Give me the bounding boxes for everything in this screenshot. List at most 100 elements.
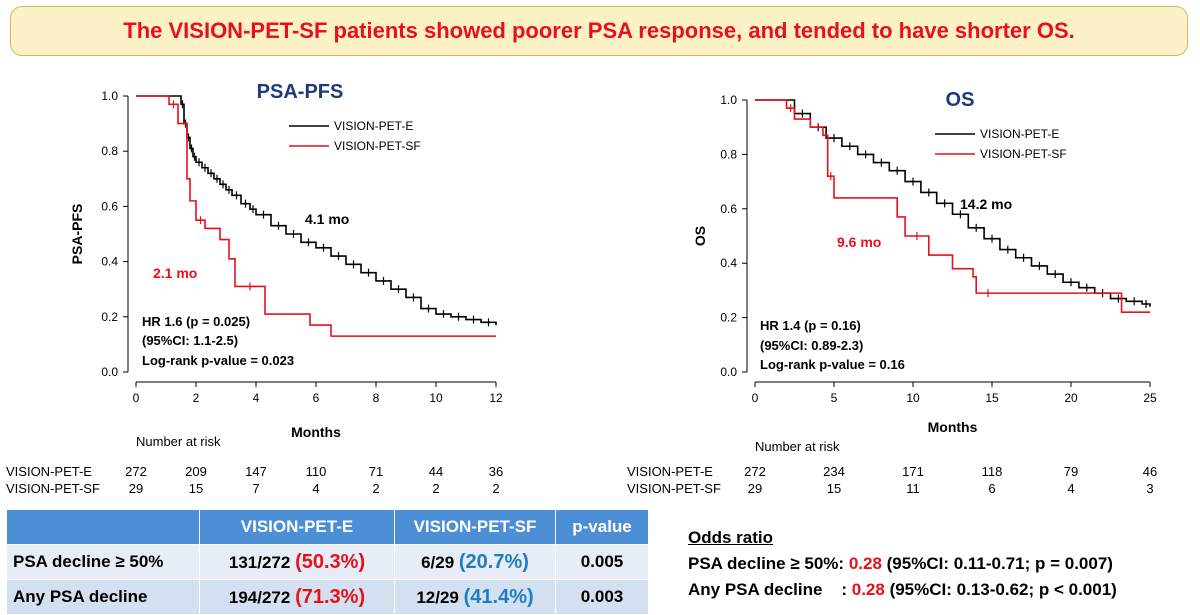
x-tick-label: 12 xyxy=(489,391,503,405)
risk-row-name: VISION-PET-E xyxy=(627,464,713,479)
median-label-sf: 2.1 mo xyxy=(153,265,197,281)
risk-value: 4 xyxy=(1067,481,1075,496)
series-line-e xyxy=(755,99,1151,307)
risk-row-name: VISION-PET-SF xyxy=(6,481,100,496)
risk-value: 2 xyxy=(372,481,380,496)
risk-value: 29 xyxy=(747,481,763,496)
e-cell: 131/272 (50.3%) xyxy=(199,544,395,580)
x-tick-label: 5 xyxy=(831,391,838,405)
y-axis-label: PSA-PFS xyxy=(69,204,85,265)
x-tick-label: 20 xyxy=(1064,391,1078,405)
y-axis-label: OS xyxy=(692,226,708,246)
risk-value: 2 xyxy=(432,481,440,496)
table-header-p: p-value xyxy=(555,509,649,545)
legend-entry: VISION-PET-E xyxy=(980,127,1059,141)
x-tick-label: 10 xyxy=(429,391,443,405)
risk-value: 171 xyxy=(902,464,924,479)
series-line-sf xyxy=(136,95,496,337)
e-cell: 194/272 (71.3%) xyxy=(199,579,395,615)
odds-value: 0.28 xyxy=(848,554,882,573)
risk-value: 147 xyxy=(245,464,267,479)
y-tick-label: 0.8 xyxy=(101,144,118,158)
p-cell: 0.003 xyxy=(555,579,649,615)
odds-ci: (95%CI: 0.13-0.62; p < 0.001) xyxy=(884,580,1117,599)
ci-label: (95%CI: 1.1-2.5) xyxy=(142,333,238,348)
odds-ci: (95%CI: 0.11-0.71; p = 0.007) xyxy=(881,554,1113,573)
median-label-e: 14.2 mo xyxy=(960,196,1012,212)
x-axis-label: Months xyxy=(291,424,341,440)
risk-value: 118 xyxy=(981,464,1003,479)
x-tick-label: 2 xyxy=(193,391,200,405)
x-tick-label: 6 xyxy=(313,391,320,405)
y-tick-label: 0.4 xyxy=(101,255,118,269)
x-axis-label: Months xyxy=(928,419,978,435)
sf-cell: 6/29 (20.7%) xyxy=(394,544,556,580)
y-tick-label: 0.0 xyxy=(101,365,118,379)
odds-title: Odds ratio xyxy=(688,528,774,547)
y-tick-label: 0.6 xyxy=(720,202,737,216)
odds-row: Any PSA decline : 0.28 (95%CI: 0.13-0.62… xyxy=(688,577,1117,603)
p-cell: 0.005 xyxy=(555,544,649,580)
odds-row: PSA decline ≥ 50%: 0.28 (95%CI: 0.11-0.7… xyxy=(688,551,1117,577)
risk-value: 46 xyxy=(1142,464,1158,479)
chart-title: OS xyxy=(946,89,975,111)
risk-value: 234 xyxy=(823,464,845,479)
sf-count: 12/29 xyxy=(416,587,459,607)
risk-value: 6 xyxy=(988,481,996,496)
risk-value: 7 xyxy=(252,481,260,496)
risk-value: 11 xyxy=(906,481,920,496)
risk-row-name: VISION-PET-E xyxy=(6,464,92,479)
odds-ratio-block: Odds ratio PSA decline ≥ 50%: 0.28 (95%C… xyxy=(688,525,1117,603)
series-line-sf xyxy=(755,99,1150,313)
table-header-row: VISION-PET-E VISION-PET-SF p-value xyxy=(6,509,649,545)
e-count: 131/272 xyxy=(228,552,291,572)
table-header-blank xyxy=(6,509,200,545)
legend-entry: VISION-PET-SF xyxy=(334,139,421,153)
y-tick-label: 0.2 xyxy=(720,311,737,325)
risk-value: 71 xyxy=(368,464,384,479)
y-tick-label: 0.0 xyxy=(720,365,737,379)
risk-title: Number at risk xyxy=(136,434,221,449)
y-tick-label: 0.4 xyxy=(720,256,737,270)
x-tick-label: 10 xyxy=(906,391,920,405)
risk-value: 2 xyxy=(492,481,500,496)
x-tick-label: 15 xyxy=(985,391,999,405)
y-tick-label: 1.0 xyxy=(720,93,737,107)
legend-entry: VISION-PET-E xyxy=(334,119,413,133)
risk-value: 79 xyxy=(1063,464,1079,479)
row-label: Any PSA decline xyxy=(6,579,200,615)
x-tick-label: 0 xyxy=(133,391,140,405)
logrank-label: Log-rank p-value = 0.16 xyxy=(760,357,905,372)
risk-value: 44 xyxy=(428,464,444,479)
logrank-label: Log-rank p-value = 0.023 xyxy=(142,353,294,368)
x-tick-label: 4 xyxy=(253,391,260,405)
table-row: Any PSA decline 194/272 (71.3%) 12/29 (4… xyxy=(6,579,649,615)
risk-value: 3 xyxy=(1146,481,1154,496)
median-label-e: 4.1 mo xyxy=(305,211,349,227)
risk-value: 15 xyxy=(826,481,842,496)
risk-value: 272 xyxy=(744,464,766,479)
odds-value: 0.28 xyxy=(851,580,885,599)
y-tick-label: 0.6 xyxy=(101,199,118,213)
risk-title: Number at risk xyxy=(755,439,840,454)
table-header-sf: VISION-PET-SF xyxy=(394,509,556,545)
e-pct: (50.3%) xyxy=(295,550,366,573)
odds-label: PSA decline ≥ 50%: xyxy=(688,554,849,573)
hazard-ratio-label: HR 1.4 (p = 0.16) xyxy=(760,318,861,333)
sf-pct: (41.4%) xyxy=(463,585,534,608)
risk-value: 272 xyxy=(125,464,147,479)
risk-value: 4 xyxy=(312,481,320,496)
odds-label: Any PSA decline : xyxy=(688,580,852,599)
risk-value: 36 xyxy=(488,464,504,479)
x-tick-label: 25 xyxy=(1143,391,1157,405)
risk-value: 209 xyxy=(185,464,207,479)
risk-value: 15 xyxy=(188,481,204,496)
risk-value: 110 xyxy=(305,464,327,479)
e-pct: (71.3%) xyxy=(295,585,366,608)
chart-title: PSA-PFS xyxy=(257,81,344,103)
row-label: PSA decline ≥ 50% xyxy=(6,544,200,580)
headline-banner: The VISION-PET-SF patients showed poorer… xyxy=(10,6,1188,56)
median-label-sf: 9.6 mo xyxy=(837,234,881,250)
hazard-ratio-label: HR 1.6 (p = 0.025) xyxy=(142,314,250,329)
